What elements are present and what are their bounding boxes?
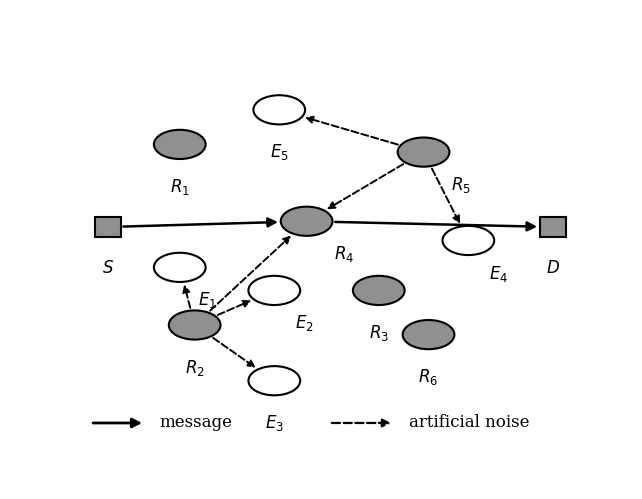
Ellipse shape bbox=[397, 138, 449, 167]
Text: $S$: $S$ bbox=[101, 259, 114, 276]
Ellipse shape bbox=[403, 320, 455, 349]
Text: $R_{3}$: $R_{3}$ bbox=[369, 323, 389, 343]
Ellipse shape bbox=[281, 207, 333, 236]
Ellipse shape bbox=[169, 310, 221, 340]
Ellipse shape bbox=[154, 253, 205, 282]
Text: $R_{2}$: $R_{2}$ bbox=[185, 358, 205, 378]
Text: $R_{4}$: $R_{4}$ bbox=[334, 245, 354, 264]
Text: $E_{3}$: $E_{3}$ bbox=[265, 413, 284, 433]
Text: $E_{1}$: $E_{1}$ bbox=[198, 290, 216, 310]
Ellipse shape bbox=[254, 95, 305, 124]
Text: message: message bbox=[160, 415, 233, 432]
Text: artificial noise: artificial noise bbox=[409, 415, 529, 432]
Text: $R_{6}$: $R_{6}$ bbox=[419, 367, 438, 387]
Text: $D$: $D$ bbox=[546, 259, 560, 276]
Text: $R_{5}$: $R_{5}$ bbox=[451, 175, 471, 195]
Ellipse shape bbox=[248, 276, 300, 305]
Ellipse shape bbox=[442, 226, 494, 255]
Text: $E_{4}$: $E_{4}$ bbox=[489, 263, 508, 283]
Ellipse shape bbox=[154, 130, 205, 159]
Ellipse shape bbox=[248, 366, 300, 395]
Text: $R_{1}$: $R_{1}$ bbox=[169, 177, 190, 197]
FancyBboxPatch shape bbox=[540, 217, 566, 237]
Text: $E_{2}$: $E_{2}$ bbox=[295, 313, 313, 333]
FancyBboxPatch shape bbox=[94, 217, 121, 237]
Text: $E_{5}$: $E_{5}$ bbox=[270, 143, 289, 163]
Ellipse shape bbox=[353, 276, 404, 305]
